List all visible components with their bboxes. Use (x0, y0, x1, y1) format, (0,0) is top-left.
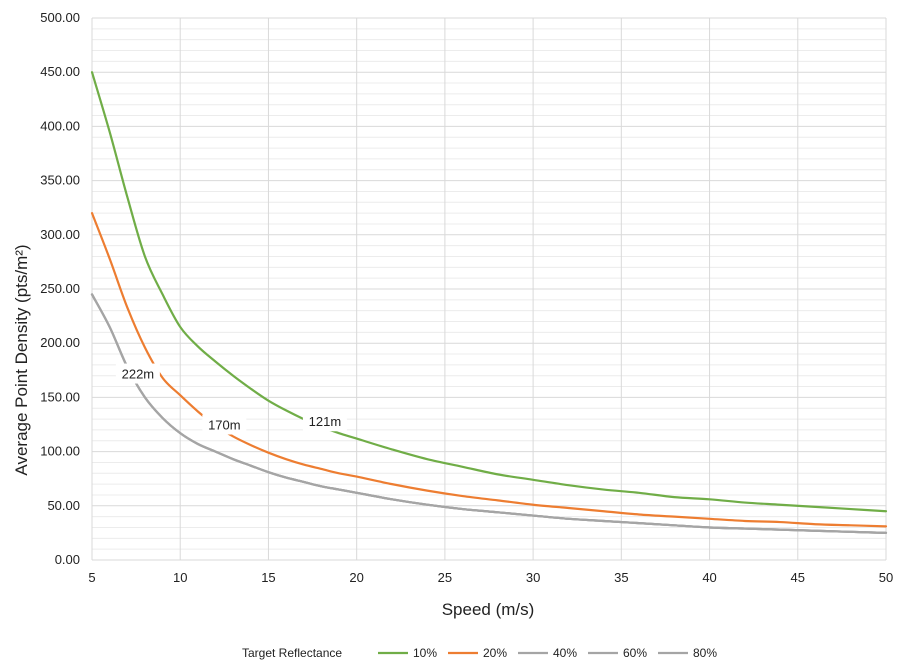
y-tick-label: 100.00 (40, 444, 80, 459)
annotation-background (115, 363, 160, 384)
series-line-10pct (90, 71, 888, 513)
x-tick-label: 35 (614, 570, 628, 585)
y-tick-label: 300.00 (40, 227, 80, 242)
legend-label: 20% (483, 646, 507, 660)
y-tick-label: 500.00 (40, 10, 80, 25)
y-tick-label: 50.00 (47, 498, 80, 513)
line-annotations: 222m 170m 121m (115, 363, 347, 435)
x-tick-label: 50 (879, 570, 893, 585)
legend-label: 60% (623, 646, 647, 660)
y-tick-labels: 0.00 50.00 100.00 150.00 200.00 250.00 300.00 3… (40, 10, 80, 567)
annotation-label: 121m (309, 414, 342, 429)
y-tick-label: 0.00 (55, 552, 80, 567)
legend-label: 40% (553, 646, 577, 660)
legend-title: Target Reflectance (242, 646, 342, 660)
y-tick-label: 200.00 (40, 335, 80, 350)
series-line-20pct (90, 212, 888, 528)
x-tick-label: 30 (526, 570, 540, 585)
annotation-label: 170m (208, 418, 241, 433)
series-lines (90, 71, 888, 534)
legend-label: 80% (693, 646, 717, 660)
x-tick-label: 25 (438, 570, 452, 585)
x-tick-label: 15 (261, 570, 275, 585)
y-tick-label: 400.00 (40, 118, 80, 133)
legend: Target Reflectance 10% 20% 40% 60% 80% (242, 646, 717, 660)
y-tick-label: 350.00 (40, 173, 80, 188)
x-axis-title: Speed (m/s) (442, 600, 535, 619)
x-tick-label: 20 (349, 570, 363, 585)
x-tick-label: 5 (88, 570, 95, 585)
x-tick-label: 40 (702, 570, 716, 585)
annotation-background (202, 414, 247, 435)
y-tick-label: 250.00 (40, 281, 80, 296)
x-tick-label: 10 (173, 570, 187, 585)
annotation-label: 222m (122, 367, 155, 382)
series-line-40pct (90, 293, 888, 534)
x-tick-labels: 5 10 15 20 25 30 35 40 45 50 (88, 570, 893, 585)
annotation-background (302, 411, 347, 432)
y-tick-label: 150.00 (40, 389, 80, 404)
minor-gridlines (92, 28, 886, 550)
legend-label: 10% (413, 646, 437, 660)
y-tick-label: 450.00 (40, 64, 80, 79)
x-tick-label: 45 (791, 570, 805, 585)
y-axis-title: Average Point Density (pts/m²) (12, 244, 31, 475)
major-gridlines (91, 17, 887, 561)
